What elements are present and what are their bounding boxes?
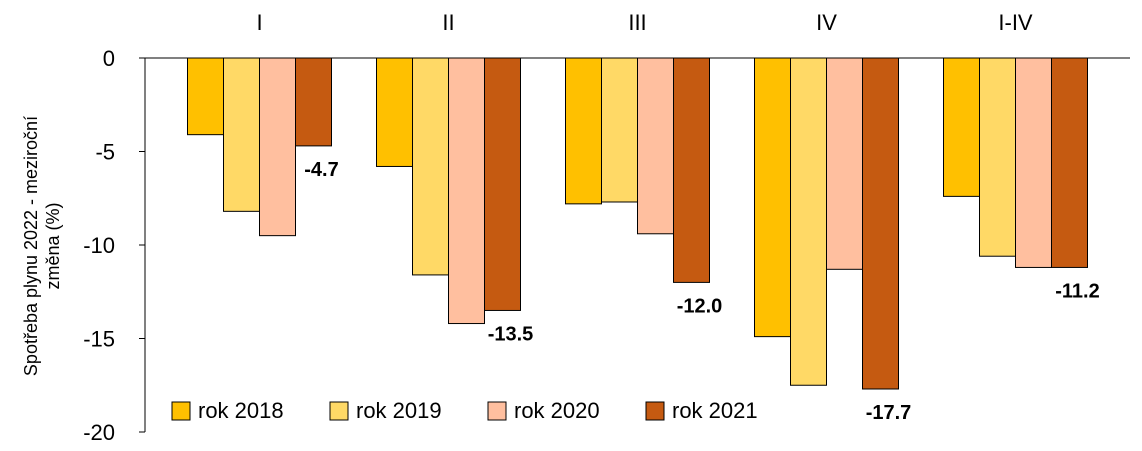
x-category-label: IV xyxy=(816,10,837,35)
legend-label: rok 2021 xyxy=(672,398,758,423)
bar xyxy=(943,57,980,197)
bar xyxy=(412,57,449,276)
x-category-label: I xyxy=(256,10,262,35)
bar xyxy=(637,57,674,235)
bar xyxy=(448,57,485,325)
bar xyxy=(376,57,413,167)
y-axis-label: Spotřeba plynu 2022 - meziroční změna (%… xyxy=(21,116,63,376)
legend-label: rok 2018 xyxy=(198,398,284,423)
legend-swatch xyxy=(487,401,507,421)
bar xyxy=(295,57,332,147)
data-label: -12.0 xyxy=(677,295,723,317)
legend-swatch xyxy=(329,401,349,421)
bar xyxy=(862,57,899,390)
bar xyxy=(1015,57,1052,268)
bar xyxy=(790,57,827,386)
bar xyxy=(601,57,638,203)
plot-area: 0 -5 -10 -15 -20 I -4.7 II -13.5 III -12.0 IV -17.7 I… xyxy=(83,10,1130,445)
bar xyxy=(1051,57,1088,268)
x-category-label: III xyxy=(628,10,646,35)
y-tick-label: -15 xyxy=(83,327,115,352)
data-label: -13.5 xyxy=(488,323,534,345)
bar xyxy=(754,57,791,338)
y-axis-label-line1: Spotřeba plynu 2022 - meziroční xyxy=(21,116,41,376)
bar xyxy=(565,57,602,205)
bar xyxy=(223,57,260,212)
x-category-label: II xyxy=(442,10,454,35)
y-tick-label: 0 xyxy=(103,46,115,71)
bar xyxy=(826,57,863,270)
bar xyxy=(979,57,1016,257)
y-tick-label: -10 xyxy=(83,233,115,258)
bar xyxy=(673,57,710,283)
bar xyxy=(484,57,521,311)
legend-label: rok 2019 xyxy=(356,398,442,423)
data-label: -4.7 xyxy=(304,159,338,181)
data-label: -17.7 xyxy=(866,402,912,424)
x-category-label: I-IV xyxy=(998,10,1033,35)
bar xyxy=(187,57,224,136)
y-tick-label: -20 xyxy=(83,420,115,445)
legend-swatch xyxy=(645,401,665,421)
bar xyxy=(259,57,296,237)
data-label: -11.2 xyxy=(1055,280,1099,302)
legend-label: rok 2020 xyxy=(514,398,600,423)
y-axis-label-line2: změna (%) xyxy=(43,202,63,289)
legend-swatch xyxy=(171,401,191,421)
y-tick-label: -5 xyxy=(95,140,115,165)
